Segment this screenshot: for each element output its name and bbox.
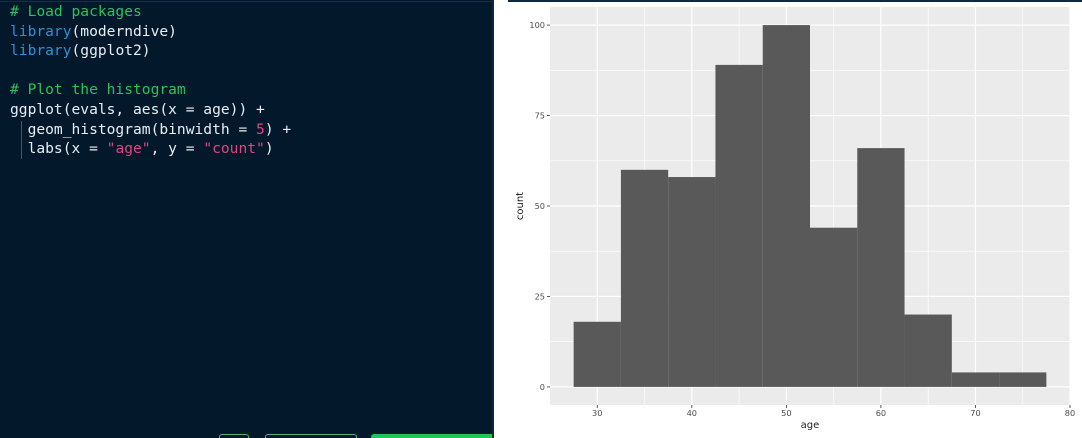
code-token: library: [10, 22, 72, 40]
code-token: 5: [256, 120, 265, 138]
code-token: , y =: [150, 140, 204, 158]
code-line[interactable]: library(ggplot2): [10, 41, 291, 61]
y-tick-label: 25: [535, 291, 545, 301]
histogram-bar: [715, 64, 763, 387]
histogram-bar: [857, 148, 905, 387]
code-line[interactable]: [10, 61, 291, 81]
y-axis-ticks: 0 25 50 75 100: [529, 20, 550, 392]
code-line[interactable]: geom_histogram(binwidth = 5) +: [10, 120, 292, 140]
editor-toolbar-button-medium[interactable]: [265, 434, 357, 438]
plot-pane-top-border: [508, 0, 1082, 2]
histogram-bar: [668, 177, 716, 387]
code-token: # Plot the histogram: [10, 81, 186, 99]
y-tick-label: 0: [540, 382, 545, 392]
editor-top-border: [0, 1, 494, 2]
histogram-bar: [904, 314, 952, 387]
code-token: labs(x =: [10, 140, 107, 158]
histogram-bar: [762, 25, 810, 387]
histogram-bar: [951, 372, 1000, 387]
code-token: ) +: [264, 120, 292, 138]
histogram-bar: [810, 227, 858, 387]
x-tick-label: 40: [687, 408, 697, 418]
histogram-chart: 30 40 50 60 70 80 0 25 50 75 100 age count: [515, 7, 1075, 431]
code-token: "age": [106, 140, 151, 158]
code-token: ggplot(evals, aes(x = age)) +: [10, 100, 265, 118]
code-line[interactable]: ggplot(evals, aes(x = age)) +: [10, 100, 291, 120]
code-editor[interactable]: # Load packages library(moderndive) librar…: [0, 0, 495, 438]
code-token: library: [10, 42, 72, 60]
x-axis-title: age: [801, 420, 820, 431]
code-token: # Load packages: [10, 3, 142, 20]
histogram-bar: [999, 372, 1047, 387]
pane-divider[interactable]: [492, 0, 494, 438]
code-token: "count": [203, 140, 265, 158]
editor-run-button[interactable]: [371, 434, 495, 438]
y-tick-label: 100: [529, 20, 545, 30]
code-block[interactable]: # Load packages library(moderndive) librar…: [10, 2, 291, 159]
x-tick-label: 50: [781, 408, 791, 418]
x-tick-label: 60: [876, 408, 886, 418]
y-axis-title: count: [515, 192, 526, 220]
histogram-bar: [620, 169, 669, 387]
histogram-bars: [573, 25, 1047, 387]
code-token: (moderndive): [71, 22, 177, 40]
x-axis-ticks: 30 40 50 60 70 80: [592, 405, 1075, 418]
code-token: ): [264, 140, 274, 158]
code-line[interactable]: labs(x = "age", y = "count"): [10, 139, 291, 159]
y-tick-label: 50: [535, 201, 545, 211]
x-tick-label: 80: [1065, 408, 1075, 418]
editor-toolbar-button-small[interactable]: [219, 434, 249, 438]
x-tick-label: 30: [592, 408, 602, 418]
code-line[interactable]: # Plot the histogram: [10, 80, 291, 100]
y-tick-label: 75: [535, 111, 545, 121]
code-line[interactable]: # Load packages: [10, 2, 291, 22]
histogram-bar: [573, 321, 621, 387]
code-line[interactable]: library(moderndive): [10, 22, 291, 42]
code-token: geom_histogram(binwidth =: [10, 120, 257, 138]
indent-guide: [21, 121, 22, 159]
pane-gap: [494, 0, 508, 438]
x-tick-label: 70: [970, 408, 980, 418]
code-token: (ggplot2): [71, 42, 151, 60]
